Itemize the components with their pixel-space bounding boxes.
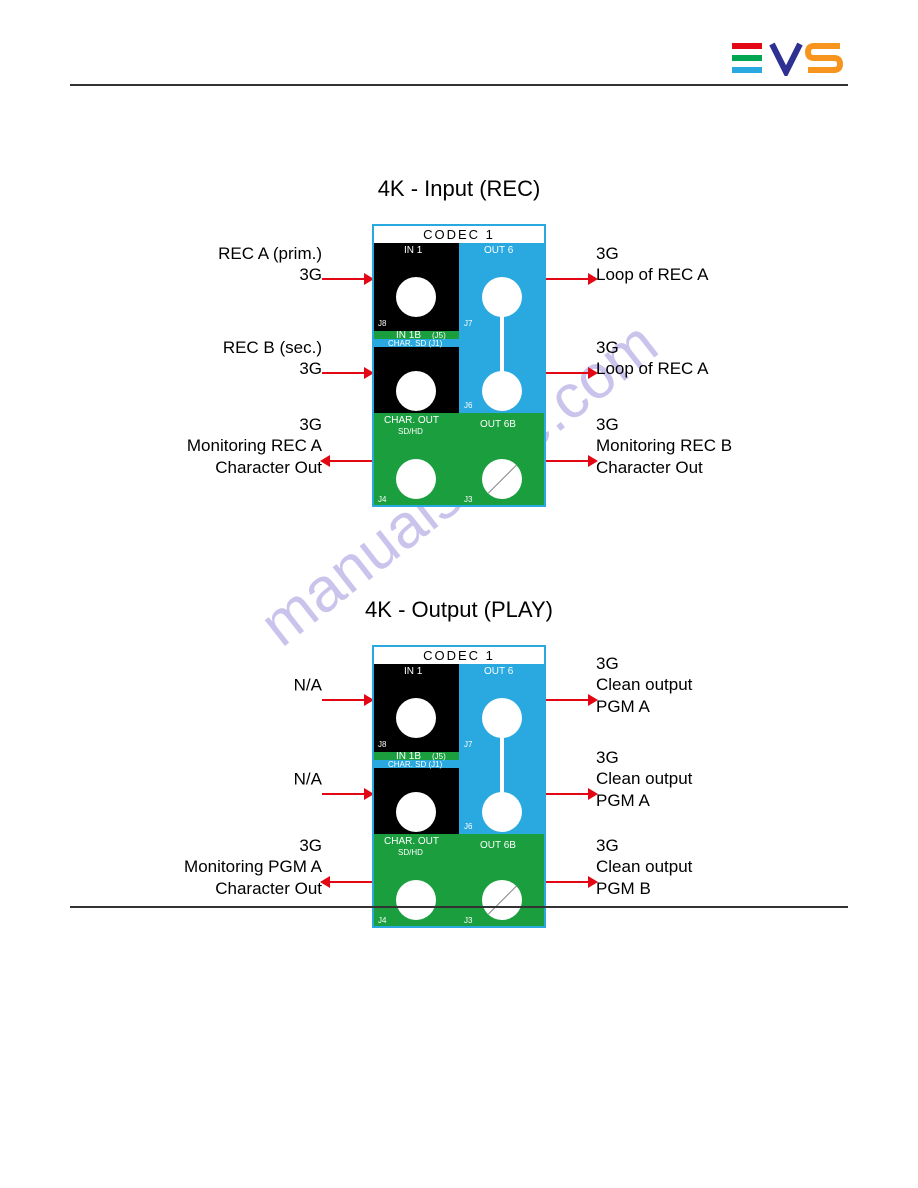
panel-label: IN 1 [404,245,422,256]
port-j8 [396,277,436,317]
labels-left: N/A N/A 3GMonitoring PGM ACharacter Out [112,645,322,927]
arrow-right-0 [546,278,596,280]
codec-body: IN 1OUT 6J8J7IN 1B(J5)CHAR. SD (J1)J6CHA… [374,243,544,505]
panel-label: J8 [378,740,386,749]
labels-right: 3GClean outputPGM A 3GClean outputPGM A 3G… [596,645,806,927]
panel-label: IN 1 [404,666,422,677]
diagram-title: 4K - Output (PLAY) [70,597,848,623]
arrow-left-0 [322,278,372,280]
arrow-right-2 [546,881,596,883]
panel-label: OUT 6 [484,666,513,677]
label-left-1: REC B (sec.)3G [112,337,322,380]
codec-title: CODEC 1 [374,226,544,243]
arrows-right [546,224,596,506]
port-j4 [396,880,436,920]
panel-label: CHAR. OUT [384,415,439,426]
port-j7 [482,277,522,317]
panel-label: J4 [378,495,386,504]
panel-label: J6 [464,401,472,410]
panel-label: J7 [464,319,472,328]
evs-logo [728,40,848,76]
rule-top [70,84,848,86]
panel-label: OUT 6B [480,419,516,430]
arrow-left-0 [322,699,372,701]
arrow-right-1 [546,793,596,795]
codec-body: IN 1OUT 6J8J7IN 1B(J5)CHAR. SD (J1)J6CHA… [374,664,544,926]
panel-label: SD/HD [398,427,423,436]
arrow-left-2 [322,460,372,462]
panel-label: CHAR. SD (J1) [388,339,442,348]
codec-panel: CODEC 1IN 1OUT 6J8J7IN 1B(J5)CHAR. SD (J… [372,224,546,507]
arrow-right-2 [546,460,596,462]
panel-label: CHAR. OUT [384,836,439,847]
port-in1b [396,792,436,832]
arrow-right-0 [546,699,596,701]
port-j3 [482,459,522,499]
label-left-0: N/A [112,674,322,695]
diagram-1: 4K - Output (PLAY) N/A N/A 3GMonitoring PGM… [70,597,848,928]
labels-left: REC A (prim.)3G REC B (sec.)3G 3GMonitorin… [112,224,322,506]
port-j6 [482,371,522,411]
panel-label: OUT 6B [480,840,516,851]
port-j8 [396,698,436,738]
label-right-2: 3GClean outputPGM B [596,835,806,899]
footer [70,906,848,908]
rule-bottom [70,906,848,908]
header [70,40,848,84]
port-j7 [482,698,522,738]
diagram-title: 4K - Input (REC) [70,176,848,202]
diagrams: 4K - Input (REC) REC A (prim.)3G REC B (se… [70,176,848,928]
diagram-0: 4K - Input (REC) REC A (prim.)3G REC B (se… [70,176,848,507]
port-j6 [482,792,522,832]
codec-title: CODEC 1 [374,647,544,664]
label-right-1: 3GClean outputPGM A [596,747,806,811]
arrows-left [322,224,372,506]
label-left-0: REC A (prim.)3G [112,243,322,286]
codec-wrap: N/A N/A 3GMonitoring PGM ACharacter Out COD… [70,645,848,928]
panel-label: OUT 6 [484,245,513,256]
arrow-right-1 [546,372,596,374]
codec-wrap: REC A (prim.)3G REC B (sec.)3G 3GMonitorin… [70,224,848,507]
label-right-0: 3GLoop of REC A [596,243,806,286]
arrow-left-2 [322,881,372,883]
arrow-left-1 [322,793,372,795]
label-left-2: 3GMonitoring PGM ACharacter Out [112,835,322,899]
panel-label: J3 [464,916,472,925]
labels-right: 3GLoop of REC A 3GLoop of REC A 3GMonitori… [596,224,806,506]
port-j3 [482,880,522,920]
codec-panel: CODEC 1IN 1OUT 6J8J7IN 1B(J5)CHAR. SD (J… [372,645,546,928]
port-j4 [396,459,436,499]
arrows-left [322,645,372,927]
arrow-left-1 [322,372,372,374]
panel-label: J6 [464,822,472,831]
label-left-2: 3GMonitoring REC ACharacter Out [112,414,322,478]
arrows-right [546,645,596,927]
label-left-1: N/A [112,768,322,789]
label-right-1: 3GLoop of REC A [596,337,806,380]
label-right-2: 3GMonitoring REC BCharacter Out [596,414,806,478]
label-right-0: 3GClean outputPGM A [596,653,806,717]
port-in1b [396,371,436,411]
panel-label: CHAR. SD (J1) [388,760,442,769]
panel-label: J8 [378,319,386,328]
panel-label: SD/HD [398,848,423,857]
panel-label: J7 [464,740,472,749]
page: manualshive.com 4K - Input (REC)REC A (p… [0,0,918,968]
panel-label: J4 [378,916,386,925]
panel-label: J3 [464,495,472,504]
